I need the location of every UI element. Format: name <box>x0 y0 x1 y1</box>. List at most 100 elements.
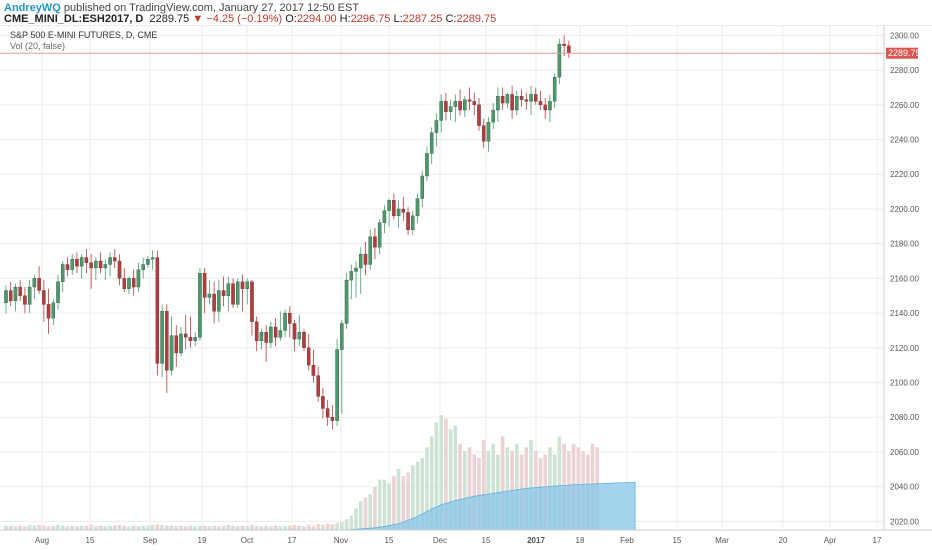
candle-body <box>415 198 420 217</box>
y-tick-label: 2260.00 <box>890 101 919 110</box>
volume-bar <box>117 524 122 530</box>
volume-bar <box>453 425 458 530</box>
y-tick-label: 2300.00 <box>890 31 919 40</box>
candle-body <box>316 375 320 397</box>
volume-bar <box>444 418 448 530</box>
symbol-label[interactable]: CME_MINI_DL:ESH2017, D <box>4 13 144 25</box>
low-value: 2287.25 <box>402 13 443 25</box>
candle-body <box>131 278 136 288</box>
candle-body <box>4 290 8 303</box>
candle-body <box>354 267 358 272</box>
volume-bar <box>65 526 70 530</box>
candle-body <box>94 260 98 269</box>
volume-bar <box>122 525 127 530</box>
candle-body <box>155 257 160 364</box>
volume-bar <box>349 515 354 530</box>
candle-body <box>496 96 500 111</box>
close-value: 2289.75 <box>456 13 497 25</box>
candle-body <box>288 312 292 324</box>
volume-bar <box>18 525 22 530</box>
candle-body <box>510 94 514 111</box>
volume-bar <box>202 525 207 530</box>
candle-body <box>368 236 372 265</box>
volume-bar <box>165 525 169 530</box>
x-tick-label: Apr <box>824 536 837 545</box>
volume-bar <box>373 486 377 530</box>
candle-body <box>552 76 557 102</box>
price-change: −4.25 (−0.19%) <box>206 13 283 25</box>
volume-bar <box>363 497 368 530</box>
candle-body <box>27 286 32 305</box>
volume-bar <box>335 522 339 530</box>
candle-body <box>269 326 273 343</box>
candle-body <box>174 335 179 354</box>
volume-bar <box>13 526 18 530</box>
volume-bar <box>269 526 273 530</box>
open-value: 2294.00 <box>296 13 337 25</box>
volume-bar <box>46 526 51 530</box>
candle-body <box>117 260 122 279</box>
candle-body <box>61 264 65 282</box>
volume-bar <box>410 465 415 530</box>
candle-body <box>259 332 264 341</box>
x-tick-label: 15 <box>482 536 491 545</box>
volume-bar <box>160 524 164 530</box>
volume-bar <box>288 525 292 530</box>
y-tick-label: 2020.00 <box>890 517 919 526</box>
candle-body <box>500 96 505 104</box>
volume-bar <box>183 526 188 530</box>
volume-bar <box>481 440 486 530</box>
volume-bar <box>84 525 89 530</box>
volume-bar <box>292 524 297 530</box>
x-tick-label: Dec <box>433 536 447 545</box>
candle-body <box>292 323 297 340</box>
volume-bar <box>472 454 477 530</box>
candle-body <box>349 271 354 281</box>
candle-body <box>188 337 193 341</box>
candle-body <box>254 321 259 341</box>
candle-body <box>505 94 510 104</box>
candle-body <box>273 326 278 338</box>
candle-body <box>429 132 434 154</box>
candle-body <box>392 200 396 217</box>
close-label: C: <box>445 13 457 25</box>
volume-bar <box>103 526 108 530</box>
candle-body <box>18 286 22 296</box>
volume-bar <box>240 525 245 530</box>
volume-bar <box>60 525 65 530</box>
last-price: 2289.75 <box>149 13 190 25</box>
x-tick-label: 18 <box>576 536 585 545</box>
volume-bar <box>477 458 481 530</box>
candle-body <box>51 302 56 319</box>
chart-header: AndreyWQ published on TradingView.com, J… <box>0 0 932 25</box>
volume-bar <box>306 524 311 530</box>
author-link[interactable]: AndreyWQ <box>4 2 61 14</box>
x-tick-label: 15 <box>673 536 682 545</box>
candle-body <box>524 99 529 102</box>
x-tick-label: Feb <box>620 536 634 545</box>
volume-bar <box>127 526 131 530</box>
time-axis[interactable]: Aug 15 Sep 19 Oct 17 Nov 15 Dec 15 2017 18 Feb 15 Mar 2… <box>35 536 882 545</box>
candle-body <box>321 396 325 409</box>
candle-body <box>212 293 216 312</box>
price-axis[interactable]: 2300.00 2280.00 2260.00 2240.00 2220.00 2200.… <box>890 31 919 526</box>
volume-bar <box>515 443 519 530</box>
volume-bar <box>179 525 183 530</box>
volume-bar <box>273 525 278 530</box>
candle-body <box>221 290 226 296</box>
volume-bar <box>387 483 391 530</box>
candle-body <box>439 101 443 121</box>
candle-body <box>335 349 339 421</box>
candle-body <box>98 260 103 269</box>
y-tick-label: 2120.00 <box>890 344 919 353</box>
volume-bar <box>150 524 155 530</box>
candle-body <box>373 236 377 248</box>
low-label: L: <box>393 13 403 25</box>
y-tick-label: 2200.00 <box>890 205 919 214</box>
volume-bar <box>425 447 429 530</box>
candle-body <box>250 281 254 322</box>
candle-body <box>344 279 349 324</box>
price-chart[interactable]: 2300.00 2280.00 2260.00 2240.00 2220.00 2200.… <box>0 25 932 550</box>
volume-bar <box>207 526 212 530</box>
candle-body <box>127 278 131 289</box>
